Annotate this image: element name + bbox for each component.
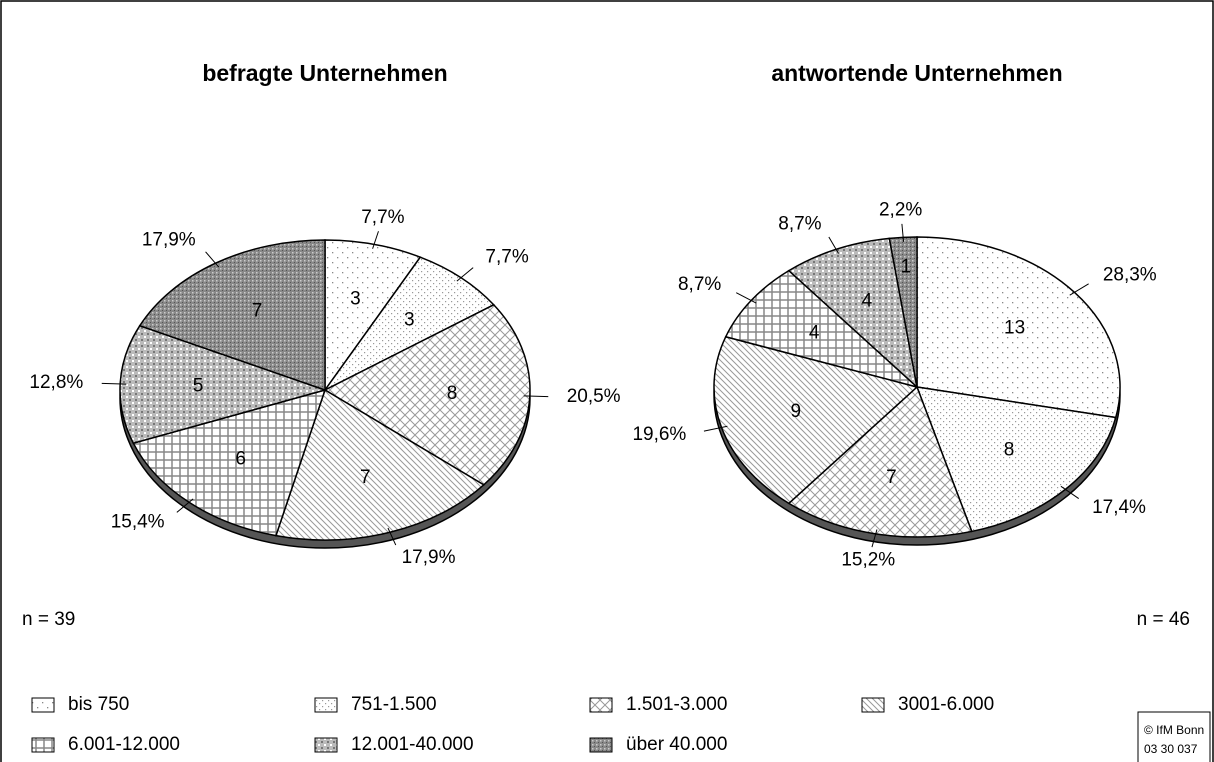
leader-line xyxy=(871,529,878,548)
slice-count: 4 xyxy=(862,291,873,312)
share-label: 15,4% xyxy=(111,512,165,533)
legend-swatch xyxy=(31,697,55,713)
share-label: 28,3% xyxy=(1103,264,1157,285)
legend-swatch xyxy=(589,737,613,753)
slice-count: 3 xyxy=(350,289,361,310)
legend-label: über 40.000 xyxy=(626,734,727,755)
leader-line xyxy=(523,395,549,398)
sample-size: n = 46 xyxy=(1137,609,1190,630)
share-label: 12,8% xyxy=(29,372,83,393)
share-label: 8,7% xyxy=(778,214,821,235)
share-label: 19,6% xyxy=(632,424,686,445)
footer-line: © IfM Bonn xyxy=(1144,723,1204,737)
legend-label: 12.001-40.000 xyxy=(351,734,474,755)
leader-line xyxy=(176,498,194,513)
leader-line xyxy=(901,223,905,242)
share-label: 15,2% xyxy=(841,549,895,570)
legend-swatch xyxy=(589,697,613,713)
legend-swatch xyxy=(314,737,338,753)
leader-line xyxy=(101,382,127,385)
leader-line xyxy=(387,527,397,546)
legend-swatch xyxy=(861,697,885,713)
slice-count: 7 xyxy=(360,467,371,488)
slice-count: 13 xyxy=(1004,317,1025,338)
slice-count: 4 xyxy=(809,322,820,343)
slice-count: 3 xyxy=(404,309,415,330)
legend-label: bis 750 xyxy=(68,694,129,715)
share-label: 7,7% xyxy=(485,247,528,268)
legend-label: 3001-6.000 xyxy=(898,694,994,715)
legend-swatch xyxy=(31,737,55,753)
sample-size: n = 39 xyxy=(22,609,75,630)
slice-count: 7 xyxy=(252,300,263,321)
slice-count: 7 xyxy=(886,467,897,488)
share-label: 8,7% xyxy=(678,274,721,295)
share-label: 20,5% xyxy=(567,386,621,407)
share-label: 7,7% xyxy=(361,207,404,228)
leader-line xyxy=(372,231,379,249)
slice-count: 6 xyxy=(235,449,246,470)
share-label: 17,9% xyxy=(142,229,196,250)
share-label: 2,2% xyxy=(879,199,922,220)
legend-label: 1.501-3.000 xyxy=(626,694,727,715)
footer-line: 03 30 037 xyxy=(1144,742,1198,756)
share-label: 17,9% xyxy=(402,547,456,568)
leader-line xyxy=(703,425,728,432)
chart-title: befragte Unternehmen xyxy=(202,60,447,86)
slice-count: 1 xyxy=(901,256,912,277)
leader-line xyxy=(205,251,220,268)
legend-swatch xyxy=(314,697,338,713)
leader-line xyxy=(828,236,839,254)
slice-count: 8 xyxy=(447,383,458,404)
slice-count: 5 xyxy=(193,375,204,396)
slice-count: 8 xyxy=(1004,439,1015,460)
footer-box xyxy=(1137,711,1211,762)
legend-label: 6.001-12.000 xyxy=(68,734,180,755)
legend-label: 751-1.500 xyxy=(351,694,437,715)
leader-line xyxy=(456,267,474,282)
share-label: 17,4% xyxy=(1092,497,1146,518)
slice-count: 9 xyxy=(791,401,802,422)
leader-line xyxy=(735,292,757,304)
chart-title: antwortende Unternehmen xyxy=(771,60,1062,86)
leader-line xyxy=(1060,485,1079,500)
leader-line xyxy=(1069,283,1089,296)
